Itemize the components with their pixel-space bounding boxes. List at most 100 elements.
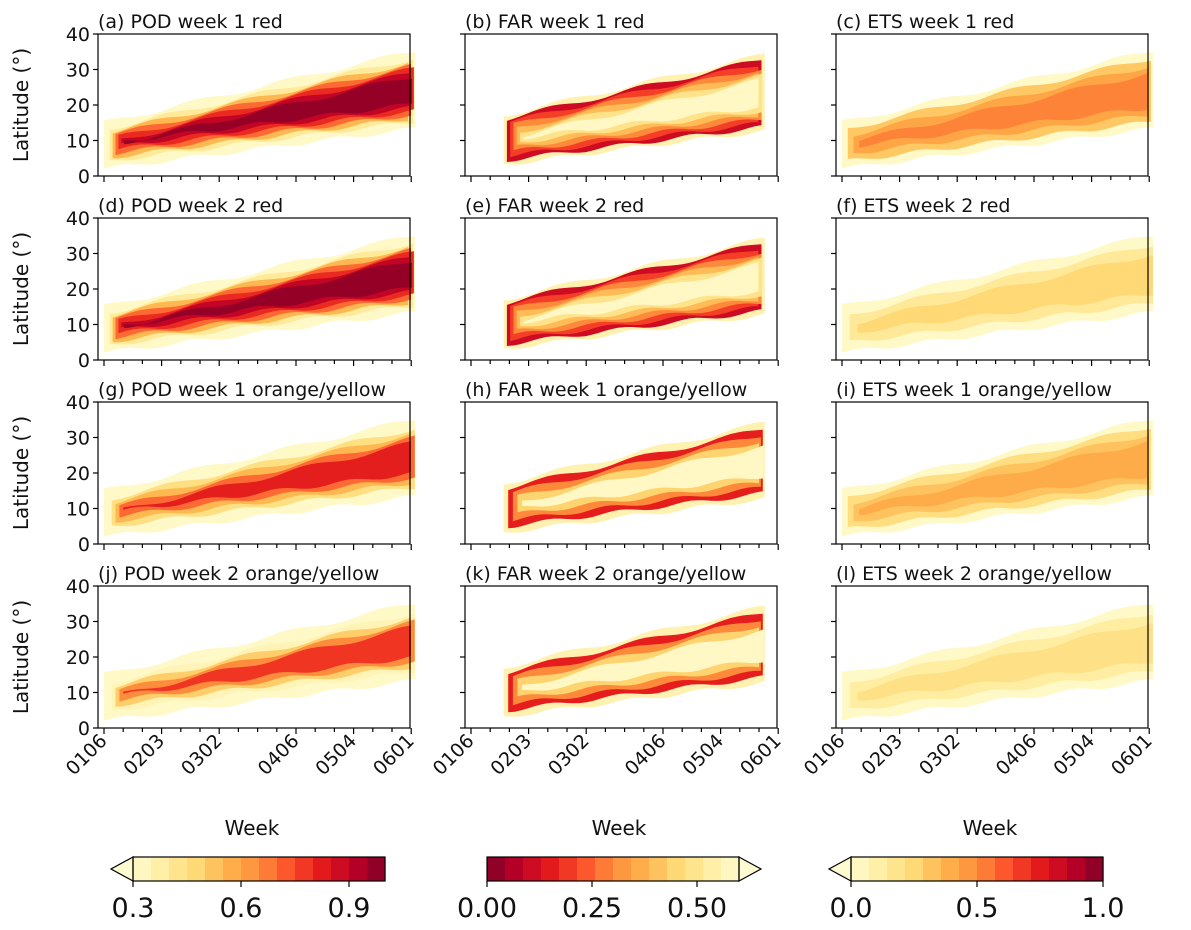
colorbar-segment bbox=[169, 857, 188, 881]
colorbar-tick-label: 0.25 bbox=[562, 893, 622, 924]
colorbar-tick-label: 0.50 bbox=[667, 893, 727, 924]
y-axis-label: Latitude (°) bbox=[9, 232, 33, 346]
y-tick-label: 20 bbox=[66, 463, 90, 485]
y-tick-label: 30 bbox=[66, 428, 90, 450]
panel-title: (b) FAR week 1 red bbox=[465, 11, 645, 33]
panel-title: (d) POD week 2 red bbox=[98, 195, 283, 217]
panel-k: 010203040010602030302040605040601Week(k)… bbox=[429, 563, 786, 840]
colorbar-segment bbox=[631, 857, 650, 881]
contour-level-6 bbox=[523, 262, 759, 324]
colorbar-segment bbox=[187, 857, 206, 881]
panel-title: (f) ETS week 2 red bbox=[836, 195, 1011, 217]
x-tick-label: 0106 bbox=[429, 730, 479, 780]
contour-level-2 bbox=[857, 255, 1153, 333]
colorbar-tick-label: 0.6 bbox=[220, 893, 263, 924]
x-tick-label: 0302 bbox=[544, 730, 594, 780]
y-axis-label: Latitude (°) bbox=[9, 600, 33, 714]
panel-g: 0 10 20 30 40 Latitude (°) (g) POD week 1 oran… bbox=[9, 379, 415, 556]
panel-title: (e) FAR week 2 red bbox=[465, 195, 644, 217]
y-tick-label: 20 bbox=[66, 647, 90, 669]
colorbar-segment bbox=[505, 857, 524, 881]
x-axis-label: Week bbox=[592, 816, 647, 840]
colorbar-segment bbox=[995, 857, 1014, 881]
contour-level-7 bbox=[124, 262, 412, 329]
panel-title: (i) ETS week 1 orange/yellow bbox=[836, 379, 1112, 401]
x-tick-label: 0203 bbox=[857, 730, 907, 780]
y-tick-label: 0 bbox=[78, 350, 90, 372]
y-tick-label: 20 bbox=[66, 95, 90, 117]
x-tick-label: 0203 bbox=[486, 730, 536, 780]
colorbar-segment bbox=[1049, 857, 1068, 881]
x-tick-label: 0504 bbox=[1049, 730, 1099, 780]
colorbar-segment bbox=[905, 857, 924, 881]
panel-a: 0 10 20 30 40 Latitude (°) (a) POD week 1 red bbox=[9, 11, 415, 188]
panel-title: (c) ETS week 1 red bbox=[836, 11, 1014, 33]
x-tick-label: 0601 bbox=[369, 730, 419, 780]
panel-title: (l) ETS week 2 orange/yellow bbox=[836, 563, 1112, 585]
colorbar-segment bbox=[241, 857, 260, 881]
contour-level-2 bbox=[857, 623, 1153, 701]
colorbar-segment bbox=[595, 857, 614, 881]
x-tick-label: 0504 bbox=[678, 730, 728, 780]
colorbar-segment bbox=[541, 857, 560, 881]
y-tick-label: 40 bbox=[66, 576, 90, 598]
colorbar-segment bbox=[151, 857, 170, 881]
colorbar-segment bbox=[685, 857, 704, 881]
y-tick-label: 10 bbox=[66, 499, 90, 521]
panel-d: 0 10 20 30 40 Latitude (°) (d) POD week 2 red bbox=[9, 195, 415, 372]
colorbar-tick-label: 0.5 bbox=[956, 893, 999, 924]
x-tick-label: 0106 bbox=[800, 730, 850, 780]
colorbar-segment bbox=[277, 857, 296, 881]
colorbar-segment bbox=[923, 857, 942, 881]
contour-level-3 bbox=[859, 441, 1147, 516]
panel-title: (h) FAR week 1 orange/yellow bbox=[465, 379, 747, 401]
colorbar-segment bbox=[1067, 857, 1086, 881]
colorbar-segment bbox=[577, 857, 596, 881]
x-tick-label: 0406 bbox=[254, 730, 304, 780]
colorbar-segment bbox=[367, 857, 386, 881]
colorbar-segment bbox=[349, 857, 368, 881]
colorbar-segment bbox=[649, 857, 668, 881]
contour-level-7 bbox=[124, 78, 412, 145]
panel-title: (g) POD week 1 orange/yellow bbox=[98, 379, 386, 401]
colorbar-segment bbox=[959, 857, 978, 881]
panel-title: (k) FAR week 2 orange/yellow bbox=[465, 563, 746, 585]
y-tick-label: 40 bbox=[66, 208, 90, 230]
colorbar-tick-label: 0.0 bbox=[830, 893, 873, 924]
colorbar-frame bbox=[486, 856, 740, 882]
colorbar-segment bbox=[851, 857, 870, 881]
colorbar-segment bbox=[1013, 857, 1032, 881]
x-tick-label: 0302 bbox=[915, 730, 965, 780]
colorbar-segment bbox=[523, 857, 542, 881]
colorbar-segment bbox=[205, 857, 224, 881]
colorbar-segment bbox=[1085, 857, 1104, 881]
x-axis-label: Week bbox=[963, 816, 1018, 840]
y-tick-label: 40 bbox=[66, 24, 90, 46]
panel-title: (a) POD week 1 red bbox=[98, 11, 283, 33]
y-tick-label: 0 bbox=[78, 166, 90, 188]
x-tick-label: 0601 bbox=[1107, 730, 1157, 780]
contour-level-5 bbox=[123, 441, 411, 510]
colorbar-far: 0.00 0.25 0.50 bbox=[457, 855, 763, 924]
colorbar-extend-min bbox=[827, 855, 852, 883]
colorbar-frame bbox=[132, 856, 386, 882]
y-tick-label: 30 bbox=[66, 60, 90, 82]
y-tick-label: 0 bbox=[78, 534, 90, 556]
x-tick-label: 0302 bbox=[177, 730, 227, 780]
colorbar-segment bbox=[1031, 857, 1050, 881]
contour-level-5 bbox=[123, 625, 411, 694]
colorbar-extend-max bbox=[738, 855, 763, 883]
colorbar-extend-min bbox=[109, 855, 134, 883]
colorbar-segment bbox=[295, 857, 314, 881]
x-tick-label: 0203 bbox=[119, 730, 169, 780]
colorbar-segment bbox=[667, 857, 686, 881]
colorbar-tick-label: 1.0 bbox=[1082, 893, 1125, 924]
colorbar-segment bbox=[259, 857, 278, 881]
colorbar-tick-label: 0.3 bbox=[112, 893, 155, 924]
